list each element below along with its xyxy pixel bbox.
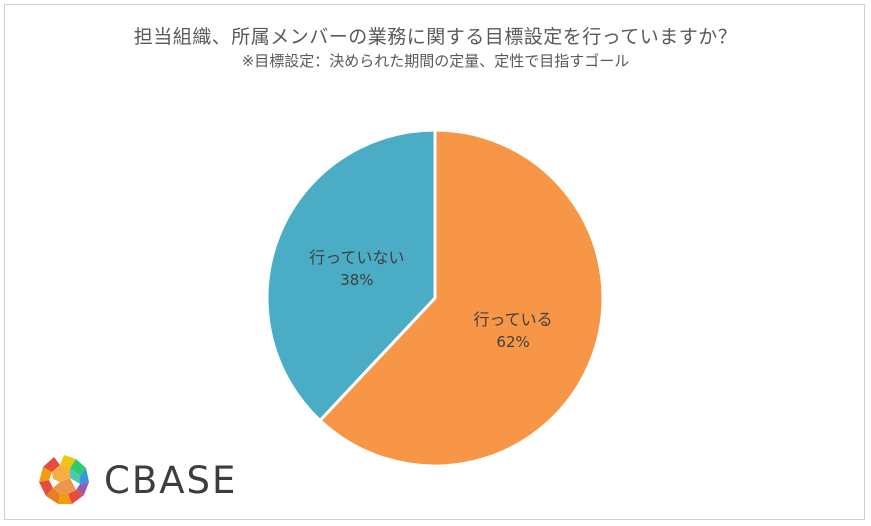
chart-title: 担当組織、所属メンバーの業務に関する目標設定を行っていますか？ [133, 26, 738, 48]
pie-slice-label-0: 行っている [473, 310, 552, 329]
pie-slice-value-0: 62% [496, 333, 529, 351]
cbase-logo-icon [39, 455, 89, 505]
pie-slice-1 [265, 128, 437, 423]
chart-subtitle: ※目標設定：決められた期間の定量、定性で目指すゴール [241, 52, 630, 70]
pie-slice-value-1: 38% [340, 271, 373, 289]
cbase-logo: CBASE [36, 452, 237, 508]
cbase-logo-text: CBASE [104, 458, 238, 502]
pie-slice-0 [317, 128, 605, 468]
pie-slice-label-1: 行っていない [309, 248, 404, 267]
